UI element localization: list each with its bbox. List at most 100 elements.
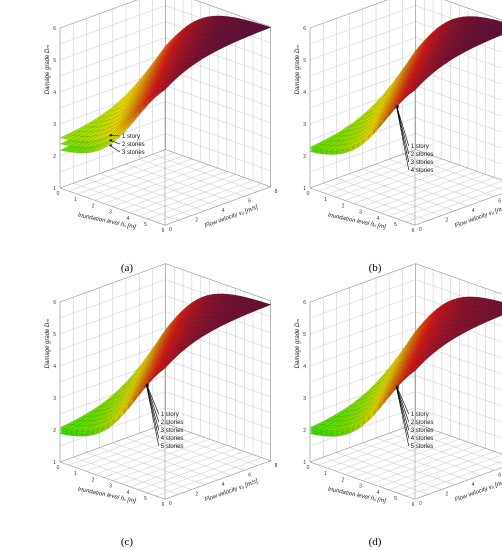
y-tick-label: 8 bbox=[275, 463, 278, 469]
surface-1 bbox=[309, 296, 502, 431]
axes-box bbox=[309, 0, 502, 226]
annotation-label: 3 stories bbox=[161, 428, 184, 434]
x-tick-label: 2 bbox=[92, 477, 95, 483]
annotation-arrow bbox=[396, 387, 410, 431]
x-tick-label: 3 bbox=[359, 210, 362, 216]
z-axis-label: Damage grade Dₘ bbox=[45, 45, 51, 95]
x-tick-label: 3 bbox=[359, 484, 362, 490]
x-tick-label: 4 bbox=[127, 216, 130, 222]
y-tick-label: 2 bbox=[445, 492, 448, 498]
z-tick-label: 4 bbox=[303, 364, 306, 370]
x-tick-label: 6 bbox=[412, 502, 415, 508]
annotation-arrow bbox=[109, 134, 121, 137]
x-tick-label: 4 bbox=[377, 490, 380, 496]
annotation-label: 3 stories bbox=[122, 150, 145, 156]
caption-c: (c) bbox=[121, 536, 134, 548]
annotation-label: 1 story bbox=[161, 412, 179, 418]
x-tick-label: 1 bbox=[74, 471, 77, 477]
y-tick-label: 6 bbox=[248, 198, 251, 204]
y-tick-label: 2 bbox=[195, 492, 198, 498]
z-tick-label: 6 bbox=[303, 300, 306, 306]
x-tick-label: 2 bbox=[342, 203, 345, 209]
x-tick-label: 3 bbox=[109, 210, 112, 216]
y-tick-label: 6 bbox=[248, 472, 251, 478]
annotation-label: 3 stories bbox=[411, 160, 434, 166]
y-axis-label: Flow velocity vᵤ [m/s] bbox=[204, 205, 259, 230]
x-tick-label: 5 bbox=[144, 222, 147, 228]
annotation-arrow bbox=[396, 106, 410, 155]
y-tick-label: 6 bbox=[498, 198, 501, 204]
x-tick-label: 4 bbox=[377, 216, 380, 222]
annotation-label: 2 stories bbox=[122, 142, 145, 148]
x-tick-label: 0 bbox=[307, 191, 310, 197]
surface-1 bbox=[309, 16, 502, 151]
y-tick-label: 0 bbox=[419, 227, 422, 233]
z-tick-label: 3 bbox=[303, 122, 306, 128]
y-tick-label: 2 bbox=[195, 218, 198, 224]
z-tick-label: 5 bbox=[53, 332, 56, 338]
annotation-label: 4 stories bbox=[161, 436, 184, 442]
annotation-arrow bbox=[396, 107, 410, 163]
y-tick-label: 2 bbox=[445, 218, 448, 224]
z-tick-label: 5 bbox=[53, 58, 56, 64]
y-tick-label: 4 bbox=[472, 208, 475, 214]
x-tick-label: 5 bbox=[394, 496, 397, 502]
annotations: 1 story 2 stories 3 stories bbox=[109, 133, 145, 156]
annotation-label: 1 story bbox=[411, 412, 429, 418]
annotation-label: 1 story bbox=[122, 134, 140, 140]
annotation-arrowhead bbox=[109, 133, 112, 137]
annotations: 1 story 2 stories 3 stories 4 stories 5 stor… bbox=[395, 384, 434, 450]
z-tick-label: 2 bbox=[303, 428, 306, 434]
annotation-label: 3 stories bbox=[411, 428, 434, 434]
annotation-arrow bbox=[146, 384, 160, 415]
z-tick-label: 3 bbox=[53, 396, 56, 402]
y-axis-label: Flow velocity vᵤ [m/s] bbox=[204, 479, 259, 504]
y-tick-label: 0 bbox=[169, 501, 172, 507]
x-tick-label: 0 bbox=[307, 465, 310, 471]
annotation-arrow bbox=[109, 140, 121, 145]
annotation-arrow bbox=[146, 386, 160, 439]
annotation-label: 2 stories bbox=[161, 420, 184, 426]
y-tick-label: 4 bbox=[472, 482, 475, 488]
z-axis-label: Damage grade Dₘ bbox=[45, 319, 51, 369]
z-tick-label: 1 bbox=[53, 186, 56, 192]
x-tick-label: 6 bbox=[162, 228, 165, 234]
z-tick-label: 5 bbox=[303, 58, 306, 64]
caption-a: (a) bbox=[121, 262, 134, 274]
annotation-label: 2 stories bbox=[411, 420, 434, 426]
x-tick-label: 2 bbox=[92, 203, 95, 209]
z-tick-label: 6 bbox=[53, 26, 56, 32]
x-tick-label: 4 bbox=[127, 490, 130, 496]
x-tick-label: 0 bbox=[57, 191, 60, 197]
x-tick-label: 1 bbox=[74, 197, 77, 203]
z-tick-label: 1 bbox=[303, 186, 306, 192]
y-tick-label: 4 bbox=[222, 208, 225, 214]
x-tick-label: 5 bbox=[144, 496, 147, 502]
annotation-label: 5 stories bbox=[161, 444, 184, 450]
z-tick-label: 3 bbox=[303, 396, 306, 402]
x-tick-label: 1 bbox=[324, 471, 327, 477]
x-tick-label: 5 bbox=[394, 222, 397, 228]
z-tick-label: 6 bbox=[303, 26, 306, 32]
x-tick-label: 2 bbox=[342, 477, 345, 483]
annotation-label: 1 story bbox=[411, 144, 429, 150]
annotation-label: 5 stories bbox=[411, 444, 434, 450]
y-tick-label: 6 bbox=[498, 472, 501, 478]
annotation-label: 4 stories bbox=[411, 436, 434, 442]
y-tick-label: 0 bbox=[169, 227, 172, 233]
annotation-arrow bbox=[146, 385, 160, 431]
x-tick-label: 0 bbox=[57, 465, 60, 471]
y-tick-label: 8 bbox=[275, 189, 278, 195]
annotation-arrow bbox=[109, 145, 121, 153]
annotation-arrowhead bbox=[109, 143, 112, 147]
caption-b: (b) bbox=[369, 262, 382, 274]
annotation-arrowhead bbox=[109, 138, 112, 142]
z-tick-label: 2 bbox=[53, 428, 56, 434]
x-tick-label: 6 bbox=[412, 228, 415, 234]
